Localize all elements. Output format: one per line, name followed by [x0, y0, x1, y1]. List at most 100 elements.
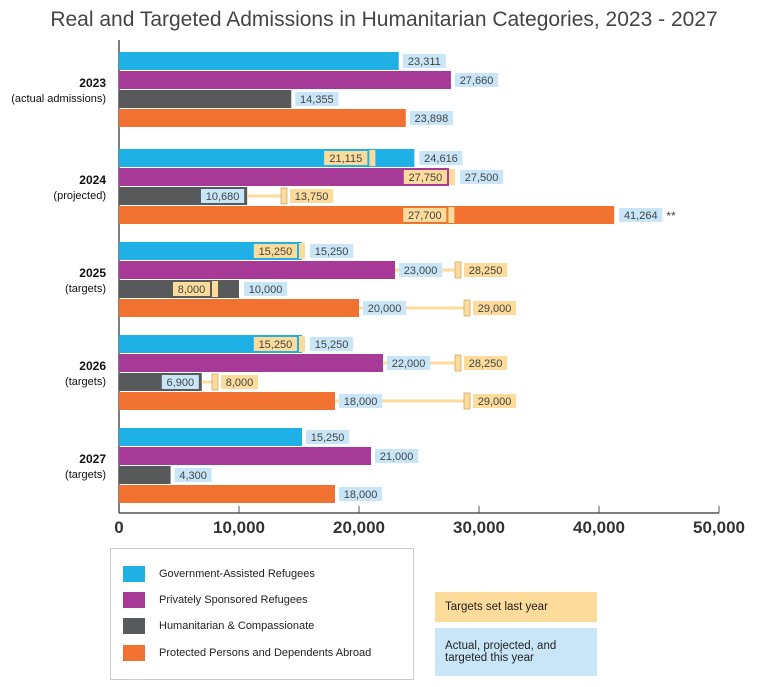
bar — [119, 485, 335, 503]
legend-label: Humanitarian & Compassionate — [159, 620, 315, 632]
value-label: 27,660 — [460, 75, 494, 87]
bar — [119, 168, 449, 186]
group-label-year: 2026 — [79, 359, 106, 373]
target-label-bg — [253, 244, 297, 258]
legend-item-hc: Humanitarian & Compassionate — [123, 618, 314, 634]
legend-label: Government-Assisted Refugees — [159, 568, 315, 580]
value-label-bg — [200, 189, 245, 203]
value-label: 15,250 — [315, 246, 349, 258]
target-label-bg — [173, 282, 210, 296]
target-marker — [448, 207, 455, 223]
value-label-bg — [161, 375, 199, 389]
value-label: 10,000 — [249, 284, 283, 296]
value-label: 24,616 — [424, 153, 458, 165]
bar — [119, 90, 292, 108]
legend-swatch — [123, 618, 145, 634]
target-marker — [212, 281, 218, 297]
value-label: 27,500 — [465, 172, 499, 184]
value-label: 14,355 — [300, 94, 334, 106]
target-label-bg — [290, 189, 334, 203]
target-label: 8,000 — [226, 377, 254, 389]
chart-title: Real and Targeted Admissions in Humanita… — [50, 8, 718, 31]
target-label-bg — [473, 394, 517, 408]
x-tick-label: 40,000 — [573, 518, 625, 537]
target-label: 21,115 — [329, 153, 362, 165]
value-label-bg — [402, 54, 446, 68]
value-label-bg — [363, 301, 407, 315]
value-label-bg — [306, 430, 350, 444]
target-label: 15,250 — [259, 246, 293, 258]
value-label-bg — [310, 244, 354, 258]
target-label-bg — [324, 151, 368, 165]
group-label-sub: (targets) — [65, 283, 106, 295]
value-label-bg — [399, 263, 443, 277]
value-label: 10,680 — [206, 191, 240, 203]
legend-item-psr: Privately Sponsored Refugees — [123, 592, 308, 608]
value-label-bg — [339, 487, 383, 501]
group-label-year: 2027 — [79, 452, 106, 466]
value-label-bg — [460, 170, 504, 184]
group-label-year: 2024 — [79, 173, 106, 187]
bar — [119, 299, 359, 317]
x-tick-label: 20,000 — [333, 518, 385, 537]
target-marker — [369, 150, 376, 166]
value-label: 41,264 — [624, 210, 658, 222]
legend-swatch — [123, 566, 145, 582]
bar — [119, 206, 615, 224]
value-label: 18,000 — [344, 396, 378, 408]
value-label-bg — [619, 208, 663, 222]
target-label: 27,750 — [409, 172, 443, 184]
legend-item-gar: Government-Assisted Refugees — [123, 566, 315, 582]
target-marker — [449, 169, 455, 185]
bar — [119, 354, 383, 372]
value-label-bg — [244, 282, 288, 296]
value-label-bg — [375, 449, 419, 463]
value-label-bg — [419, 151, 463, 165]
key-actual-this-year: Actual, projected, and targeted this yea… — [435, 628, 597, 676]
group-label-sub: (targets) — [65, 469, 106, 481]
target-marker — [299, 336, 305, 352]
target-label: 8,000 — [178, 284, 206, 296]
bar — [119, 52, 399, 70]
legend-swatch — [123, 645, 145, 661]
value-label: 18,000 — [344, 489, 378, 501]
bar — [119, 71, 451, 89]
target-label-bg — [403, 170, 447, 184]
target-label: 27,700 — [408, 210, 442, 222]
bar — [119, 428, 302, 446]
target-label: 15,250 — [259, 339, 293, 351]
x-tick-label: 10,000 — [213, 518, 265, 537]
group-label-year: 2023 — [79, 76, 106, 90]
value-label: 4,300 — [179, 470, 207, 482]
target-marker — [280, 187, 288, 205]
target-label-bg — [403, 208, 447, 222]
bar — [119, 447, 371, 465]
value-label-bg — [310, 337, 354, 351]
x-tick-label: 50,000 — [693, 518, 745, 537]
target-label: 29,000 — [478, 303, 512, 315]
legend-item-ppda: Protected Persons and Dependents Abroad — [123, 645, 371, 661]
target-label: 28,250 — [469, 358, 503, 370]
target-label-bg — [464, 263, 508, 277]
group-label-sub: (projected) — [53, 190, 106, 202]
x-tick-label: 30,000 — [453, 518, 505, 537]
bar — [119, 392, 335, 410]
target-marker — [454, 261, 462, 279]
group-label-sub: (targets) — [65, 376, 106, 388]
target-label-bg — [221, 375, 258, 389]
target-label: 29,000 — [478, 396, 512, 408]
bar — [119, 109, 406, 127]
plot-area: 0 10,000 20,000 30,000 40,000 50,000 2023 (actu… — [11, 40, 745, 537]
value-label: 23,000 — [404, 265, 438, 277]
x-tick-label: 0 — [114, 518, 123, 537]
value-label: 23,898 — [415, 113, 449, 125]
value-label: 22,000 — [392, 358, 426, 370]
value-label: 21,000 — [380, 451, 414, 463]
legend-label: Protected Persons and Dependents Abroad — [159, 647, 372, 659]
value-label-bg — [295, 92, 339, 106]
target-marker — [211, 373, 219, 391]
group-label-year: 2025 — [79, 266, 106, 280]
value-label-bg — [409, 111, 453, 125]
target-label: 13,750 — [295, 191, 329, 203]
